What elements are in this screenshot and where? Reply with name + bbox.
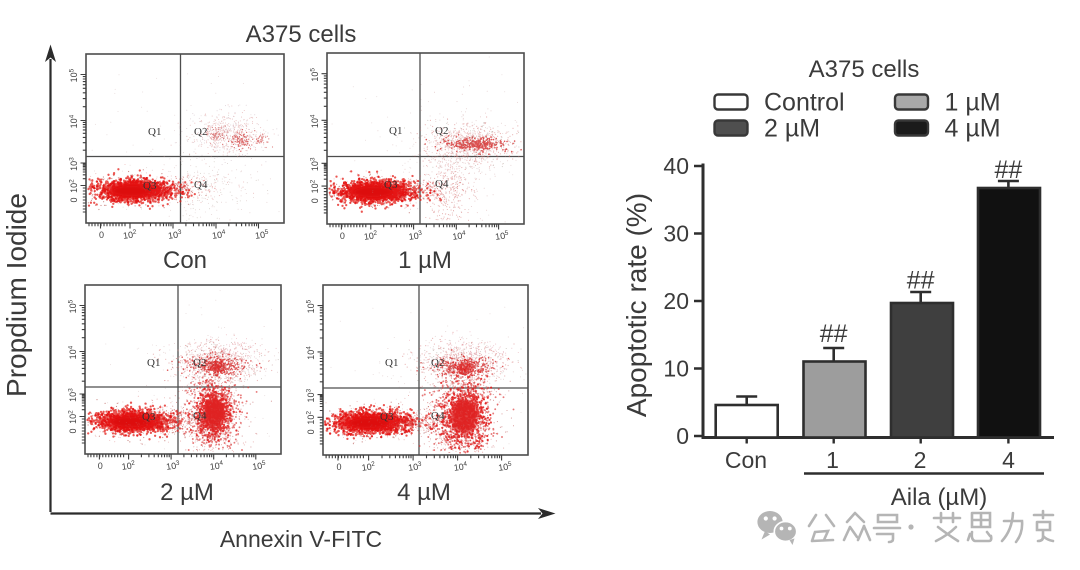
svg-text:103: 103 bbox=[306, 389, 317, 403]
svg-text:20: 20 bbox=[663, 288, 689, 314]
svg-text:Annexin V-FITC: Annexin V-FITC bbox=[220, 526, 382, 552]
svg-text:0: 0 bbox=[340, 231, 345, 241]
svg-text:##: ## bbox=[907, 267, 935, 295]
svg-text:Q3: Q3 bbox=[143, 180, 157, 192]
svg-text:0: 0 bbox=[336, 462, 341, 472]
svg-text:0: 0 bbox=[310, 198, 320, 203]
svg-text:1 µM: 1 µM bbox=[945, 89, 1001, 117]
svg-text:102: 102 bbox=[68, 410, 79, 424]
svg-text:Q3: Q3 bbox=[142, 411, 156, 423]
svg-text:0: 0 bbox=[676, 423, 689, 449]
svg-text:102: 102 bbox=[306, 411, 317, 425]
svg-text:105: 105 bbox=[69, 68, 80, 82]
svg-text:Q3: Q3 bbox=[380, 411, 394, 423]
svg-text:Aila (µM): Aila (µM) bbox=[891, 484, 988, 511]
svg-text:Q1: Q1 bbox=[385, 357, 398, 369]
svg-text:104: 104 bbox=[306, 346, 317, 360]
svg-text:4 µM: 4 µM bbox=[397, 479, 451, 506]
svg-text:0: 0 bbox=[99, 230, 104, 240]
svg-text:0: 0 bbox=[306, 429, 316, 434]
svg-text:10: 10 bbox=[663, 356, 689, 382]
svg-text:Q3: Q3 bbox=[384, 179, 398, 191]
svg-text:1 µM: 1 µM bbox=[398, 247, 452, 274]
svg-text:4: 4 bbox=[1002, 447, 1015, 473]
svg-text:104: 104 bbox=[310, 114, 321, 128]
svg-text:105: 105 bbox=[306, 299, 317, 313]
svg-text:A375 cells: A375 cells bbox=[246, 21, 357, 48]
svg-text:40: 40 bbox=[663, 153, 689, 179]
svg-text:102: 102 bbox=[310, 179, 321, 193]
svg-text:0: 0 bbox=[98, 461, 103, 471]
svg-text:103: 103 bbox=[69, 157, 80, 171]
svg-text:Q2: Q2 bbox=[431, 357, 444, 369]
svg-text:4 µM: 4 µM bbox=[945, 115, 1001, 143]
svg-text:2 µM: 2 µM bbox=[764, 115, 820, 143]
svg-text:102: 102 bbox=[69, 179, 80, 193]
svg-text:Q4: Q4 bbox=[194, 179, 208, 191]
svg-text:Q2: Q2 bbox=[435, 125, 448, 137]
svg-text:##: ## bbox=[994, 156, 1022, 184]
svg-text:Q1: Q1 bbox=[389, 125, 402, 137]
svg-text:0: 0 bbox=[69, 197, 79, 202]
svg-text:103: 103 bbox=[310, 157, 321, 171]
svg-text:Propdium Iodide: Propdium Iodide bbox=[1, 193, 32, 397]
svg-text:Q4: Q4 bbox=[431, 410, 445, 422]
svg-text:Apoptotic rate (%): Apoptotic rate (%) bbox=[621, 193, 652, 417]
svg-text:103: 103 bbox=[68, 388, 79, 402]
svg-text:Q2: Q2 bbox=[194, 126, 207, 138]
svg-text:0: 0 bbox=[68, 428, 78, 433]
svg-text:104: 104 bbox=[69, 114, 80, 128]
svg-text:30: 30 bbox=[663, 221, 689, 247]
svg-text:Q4: Q4 bbox=[435, 178, 449, 190]
svg-text:##: ## bbox=[820, 320, 848, 348]
svg-text:Control: Control bbox=[764, 89, 845, 117]
svg-text:A375 cells: A375 cells bbox=[809, 56, 920, 83]
svg-text:Con: Con bbox=[725, 447, 767, 473]
svg-text:Q4: Q4 bbox=[193, 410, 207, 422]
svg-text:2: 2 bbox=[914, 447, 927, 473]
svg-text:Con: Con bbox=[163, 247, 207, 274]
svg-text:104: 104 bbox=[68, 345, 79, 359]
svg-text:1: 1 bbox=[826, 447, 839, 473]
svg-text:2 µM: 2 µM bbox=[160, 479, 214, 506]
svg-text:Q1: Q1 bbox=[148, 126, 161, 138]
svg-text:105: 105 bbox=[310, 68, 321, 82]
svg-text:Q1: Q1 bbox=[147, 357, 160, 369]
svg-text:Q2: Q2 bbox=[193, 357, 206, 369]
svg-text:105: 105 bbox=[68, 299, 79, 313]
